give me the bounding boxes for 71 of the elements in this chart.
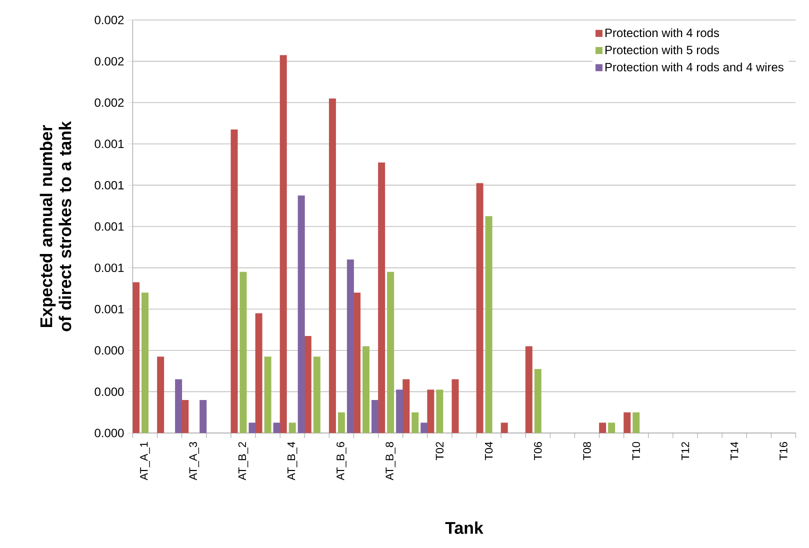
bar bbox=[255, 313, 262, 433]
x-tick-label: T12 bbox=[681, 442, 690, 460]
bar bbox=[248, 422, 256, 433]
x-tick-label: AT_B_6 bbox=[336, 442, 346, 480]
bar bbox=[288, 422, 296, 433]
x-tick-label: T06 bbox=[534, 442, 542, 460]
bar bbox=[412, 412, 419, 433]
bar bbox=[346, 260, 354, 433]
x-tick-label: AT_A_1 bbox=[140, 442, 150, 480]
bar bbox=[436, 390, 444, 433]
legend-label: Protection with 4 rods bbox=[605, 28, 720, 38]
bar bbox=[175, 379, 182, 433]
x-tick-label: AT_B_2 bbox=[238, 442, 248, 480]
bar bbox=[420, 422, 428, 433]
y-tick-label: 0.001 bbox=[94, 304, 124, 314]
x-tick-label: AT_B_4 bbox=[287, 442, 298, 480]
bar bbox=[608, 422, 616, 433]
legend-label: Protection with 5 rods bbox=[605, 45, 720, 54]
bar bbox=[298, 196, 305, 433]
bar bbox=[338, 412, 345, 433]
x-tick-label: T14 bbox=[730, 442, 738, 460]
x-tick-label: T04 bbox=[484, 442, 493, 460]
x-tick-label: T10 bbox=[632, 442, 640, 460]
bar bbox=[240, 272, 247, 433]
bar bbox=[362, 346, 370, 433]
bar bbox=[427, 390, 434, 433]
bar bbox=[599, 422, 606, 433]
y-tick-label: 0.001 bbox=[94, 140, 124, 148]
x-tick-label: T16 bbox=[780, 442, 788, 460]
bar bbox=[182, 400, 189, 433]
bar bbox=[273, 422, 280, 433]
bar bbox=[230, 129, 238, 433]
x-tick-label: AT_B_8 bbox=[386, 442, 396, 480]
bar bbox=[371, 400, 378, 433]
bar bbox=[485, 216, 492, 433]
y-tick-label: 0.001 bbox=[94, 180, 124, 190]
bar bbox=[452, 379, 459, 433]
bar bbox=[328, 98, 336, 433]
y-tick-label: 0.001 bbox=[94, 264, 124, 272]
y-tick-label: 0.002 bbox=[94, 16, 124, 24]
bar bbox=[387, 272, 394, 433]
bar bbox=[500, 422, 508, 433]
bar bbox=[200, 400, 207, 433]
y-tick-label: 0.001 bbox=[94, 222, 124, 231]
bar bbox=[264, 356, 272, 433]
bar bbox=[402, 379, 410, 433]
bar bbox=[476, 183, 484, 433]
bar bbox=[313, 356, 320, 433]
bar bbox=[280, 55, 287, 433]
legend-label: Protection with 4 rods and 4 wires bbox=[605, 62, 784, 72]
y-tick-label: 0.000 bbox=[94, 428, 124, 438]
x-tick-label: T02 bbox=[436, 442, 444, 460]
bar bbox=[525, 346, 532, 433]
bar bbox=[142, 292, 148, 433]
y-tick-label: 0.002 bbox=[94, 98, 124, 107]
bar bbox=[304, 336, 312, 433]
bar bbox=[132, 282, 140, 433]
y-axis-title: Expected annual number of direct strokes to a tank bbox=[40, 121, 72, 332]
bar bbox=[157, 356, 164, 433]
x-axis-title: Tank bbox=[445, 522, 484, 534]
y-tick-label: 0.000 bbox=[94, 346, 124, 355]
bar bbox=[396, 390, 404, 433]
bar bbox=[354, 292, 361, 433]
bar bbox=[534, 368, 542, 433]
bar bbox=[624, 412, 631, 433]
bar bbox=[632, 412, 640, 433]
x-tick-label: AT_A_3 bbox=[189, 442, 200, 480]
x-tick-label: T08 bbox=[583, 442, 591, 460]
y-tick-label: 0.002 bbox=[94, 57, 124, 66]
y-tick-label: 0.000 bbox=[94, 387, 124, 396]
bar bbox=[378, 162, 386, 433]
